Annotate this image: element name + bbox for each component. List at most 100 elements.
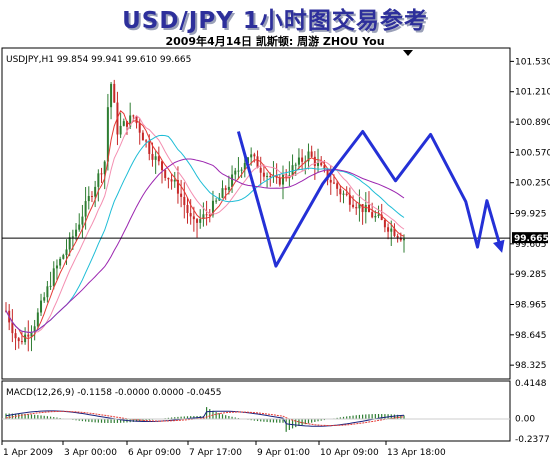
candle-body — [253, 154, 256, 157]
candle-body — [237, 170, 240, 172]
y-tick-label: 99.285 — [515, 270, 547, 280]
candle-body — [339, 188, 342, 195]
candle-body — [170, 179, 173, 182]
candle-body — [317, 162, 320, 166]
candle-body — [307, 151, 310, 162]
candle-body — [84, 201, 87, 217]
candle-body — [227, 186, 230, 190]
candle-body — [399, 237, 402, 241]
y-tick-label: 100.890 — [515, 118, 550, 128]
candle-body — [113, 83, 116, 103]
candle-body — [148, 141, 151, 154]
candle-body — [262, 172, 265, 177]
candle-body — [320, 162, 323, 166]
projection-arrowhead — [493, 239, 505, 253]
macd-y-axis-ticks: 0.4148 0.00 -0.2377 — [515, 379, 550, 445]
candle-body — [52, 268, 55, 286]
candle-body — [100, 173, 103, 175]
candle-body — [46, 286, 49, 298]
candle-body — [186, 204, 189, 214]
candle-body — [310, 151, 313, 157]
candle-body — [132, 115, 135, 117]
candle-body — [20, 341, 23, 343]
candle-body — [49, 285, 52, 287]
candle-body — [138, 123, 141, 133]
x-tick-label: 10 Apr 09:00 — [320, 448, 379, 458]
candle-body — [196, 219, 199, 223]
candlestick-series — [5, 79, 405, 352]
candle-body — [55, 265, 58, 269]
x-tick-label: 3 Apr 00:00 — [64, 448, 117, 458]
candle-body — [278, 177, 281, 185]
macd-y-tick-label: 0.4148 — [515, 379, 547, 389]
candle-body — [167, 177, 170, 180]
candle-body — [396, 235, 399, 238]
candle-body — [297, 157, 300, 165]
x-tick-label: 1 Apr 2009 — [3, 448, 53, 458]
candle-body — [393, 228, 396, 236]
candle-body — [231, 174, 234, 187]
candle-body — [259, 167, 262, 173]
y-tick-label: 101.210 — [515, 88, 550, 98]
candle-body — [59, 258, 62, 266]
candle-body — [371, 212, 374, 218]
y-tick-label: 99.605 — [515, 240, 547, 250]
x-tick-label: 9 Apr 01:00 — [257, 448, 310, 458]
candle-body — [141, 132, 144, 141]
candle-body — [90, 195, 93, 197]
candle-body — [164, 170, 167, 178]
candle-body — [65, 249, 68, 256]
y-tick-label: 98.645 — [515, 331, 547, 341]
candle-body — [81, 216, 84, 225]
candle-body — [336, 183, 339, 189]
candle-body — [30, 332, 33, 337]
candle-body — [326, 168, 329, 180]
macd-plot-area — [1, 380, 511, 442]
candle-body — [180, 193, 183, 197]
candle-body — [75, 229, 78, 237]
candle-body — [355, 207, 358, 209]
candle-body — [269, 175, 272, 178]
ma-slow-line — [5, 158, 405, 333]
candle-body — [129, 115, 132, 127]
candle-body — [288, 175, 291, 177]
candle-body — [282, 174, 285, 185]
candle-body — [250, 154, 253, 158]
candle-body — [387, 227, 390, 232]
candle-body — [374, 215, 377, 218]
candle-body — [97, 173, 100, 187]
x-tick-label: 13 Apr 18:00 — [387, 448, 446, 458]
candle-body — [301, 157, 304, 162]
candle-body — [352, 204, 355, 208]
y-tick-label: 99.925 — [515, 210, 547, 220]
candle-body — [332, 182, 335, 184]
candle-body — [266, 175, 269, 177]
candle-body — [119, 125, 122, 135]
candle-body — [36, 312, 39, 327]
candle-body — [221, 188, 224, 198]
candle-body — [71, 236, 74, 238]
macd-histogram — [5, 407, 405, 432]
x-tick-label: 7 Apr 17:00 — [189, 448, 242, 458]
candle-body — [208, 214, 211, 216]
candle-body — [183, 196, 186, 205]
candle-body — [157, 156, 160, 162]
candle-body — [161, 161, 164, 171]
ma-cyan-line — [5, 134, 405, 333]
candle-body — [68, 237, 71, 250]
candle-body — [122, 121, 125, 126]
candle-body — [189, 213, 192, 217]
current-price-box — [512, 232, 548, 244]
projection-zigzag — [236, 130, 503, 268]
candle-body — [294, 164, 297, 166]
candle-body — [87, 195, 90, 202]
candle-body — [361, 204, 364, 213]
candle-body — [256, 156, 259, 168]
candle-body — [145, 140, 148, 142]
instrument-label: USDJPY,H1 99.854 99.941 99.610 99.665 — [6, 55, 191, 65]
candle-body — [202, 214, 205, 220]
candle-body — [243, 163, 246, 170]
candle-body — [24, 334, 27, 343]
signal-line — [5, 410, 405, 427]
candle-body — [313, 156, 316, 166]
